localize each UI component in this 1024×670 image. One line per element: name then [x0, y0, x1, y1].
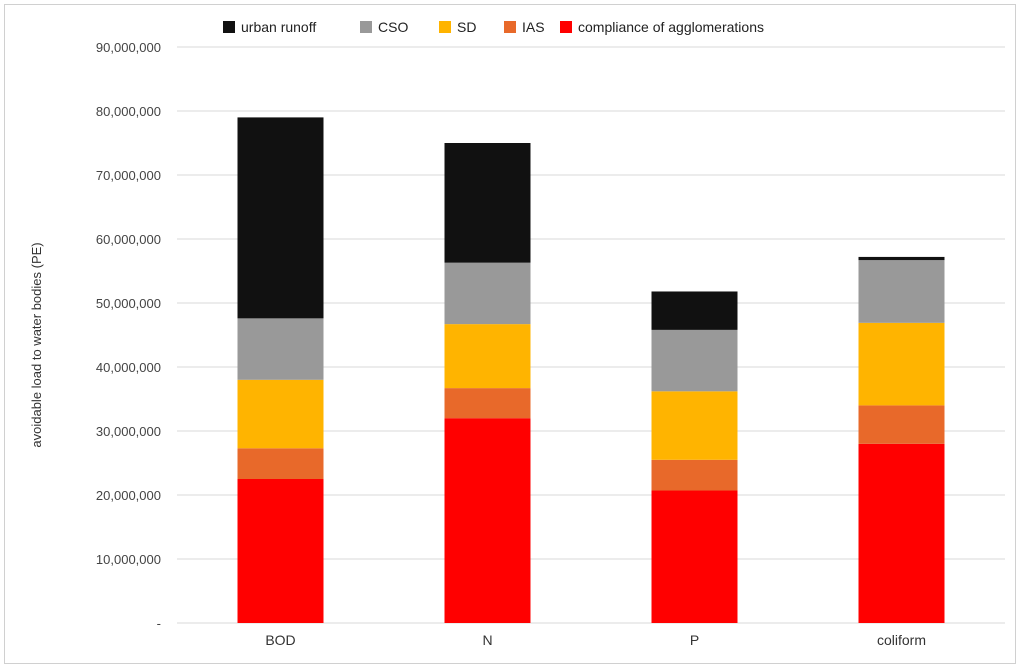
y-tick-label: 40,000,000 [96, 360, 161, 375]
bar-segment-sd-bod [237, 379, 324, 449]
bar-segment-cso-coliform [858, 260, 945, 323]
bar-segment-ias-p [651, 459, 738, 491]
bar-segment-ias-coliform [858, 405, 945, 444]
bar-segment-urban-runoff-n [444, 143, 531, 263]
stacked-bar-chart: - 10,000,000 20,000,000 30,000,000 40,000,00… [29, 19, 1005, 648]
bar-segment-ias-n [444, 388, 531, 419]
bar-segment-compliance-of-agglomerations-p [651, 490, 738, 623]
legend-swatch [560, 21, 572, 33]
bar-segment-sd-coliform [858, 322, 945, 406]
bar-segment-sd-p [651, 391, 738, 460]
y-tick-label: 80,000,000 [96, 104, 161, 119]
y-axis-ticks: - 10,000,000 20,000,000 30,000,000 40,000,00… [96, 40, 161, 631]
legend-swatch [439, 21, 451, 33]
y-tick-label: 60,000,000 [96, 232, 161, 247]
x-category-label: N [482, 632, 492, 648]
bar-segment-sd-n [444, 324, 531, 389]
legend-label: SD [457, 19, 476, 35]
y-tick-label: 90,000,000 [96, 40, 161, 55]
y-tick-label: 30,000,000 [96, 424, 161, 439]
x-category-label: BOD [265, 632, 295, 648]
legend: urban runoff CSO SD IAS compliance of agglom… [223, 19, 764, 35]
y-tick-label: - [157, 616, 161, 631]
y-tick-label: 10,000,000 [96, 552, 161, 567]
legend-label: urban runoff [241, 19, 316, 35]
bar-segment-compliance-of-agglomerations-coliform [858, 443, 945, 623]
x-category-label: coliform [877, 632, 926, 648]
x-category-label: P [690, 632, 699, 648]
bar-segment-cso-n [444, 262, 531, 325]
bar-segment-cso-p [651, 329, 738, 392]
legend-swatch [360, 21, 372, 33]
bar-segment-cso-bod [237, 318, 324, 380]
bar-segment-compliance-of-agglomerations-n [444, 418, 531, 623]
bar-segment-ias-bod [237, 448, 324, 479]
bar-segment-urban-runoff-bod [237, 117, 324, 319]
bar-segment-urban-runoff-p [651, 291, 738, 330]
legend-swatch [504, 21, 516, 33]
y-axis-label: avoidable load to water bodies (PE) [29, 242, 44, 447]
y-tick-label: 20,000,000 [96, 488, 161, 503]
legend-label: compliance of agglomerations [578, 19, 764, 35]
legend-label: IAS [522, 19, 545, 35]
y-tick-label: 70,000,000 [96, 168, 161, 183]
legend-label: CSO [378, 19, 408, 35]
legend-swatch [223, 21, 235, 33]
bars [237, 117, 945, 623]
chart-frame: - 10,000,000 20,000,000 30,000,000 40,000,00… [4, 4, 1016, 664]
bar-segment-compliance-of-agglomerations-bod [237, 479, 324, 623]
bar-segment-urban-runoff-coliform [858, 256, 945, 261]
y-tick-label: 50,000,000 [96, 296, 161, 311]
